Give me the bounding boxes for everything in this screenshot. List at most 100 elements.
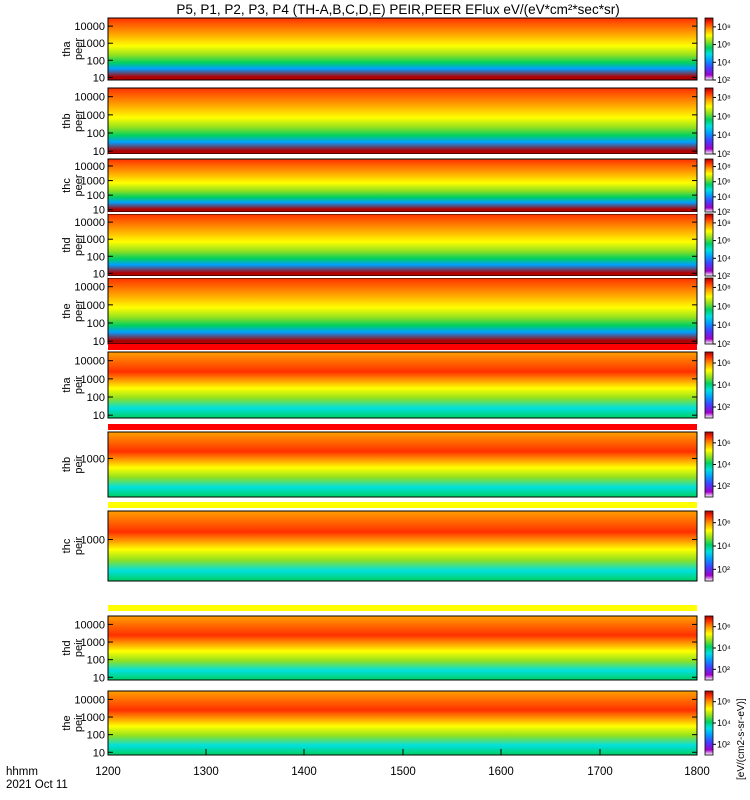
panel-frame bbox=[107, 17, 698, 81]
colorbar-tick-label: 10² bbox=[717, 481, 730, 491]
flag-bar-segment bbox=[108, 154, 697, 157]
flag-bar-segment bbox=[108, 605, 697, 611]
y-tick-label: 1000 bbox=[81, 374, 105, 386]
y-tick-label: 10 bbox=[93, 410, 105, 422]
y-tick-label: 10000 bbox=[74, 217, 105, 229]
panel-tha-peer: tha peer 10 100 1000 10000 10² 10⁴ 10⁶ 10⁸ bbox=[61, 17, 731, 85]
x-tick-label: 1500 bbox=[390, 766, 416, 778]
y-tick-label: 100 bbox=[87, 128, 105, 140]
colorbar-tick-label: 10⁶ bbox=[717, 40, 731, 50]
panel-tha-peir: tha peir 10 100 1000 10000 10² 10⁴ 10⁶ bbox=[61, 351, 731, 422]
flag-bar-segment bbox=[108, 502, 697, 508]
colorbar-tick-label: 10² bbox=[717, 739, 730, 749]
y-tick-label: 1000 bbox=[81, 234, 105, 246]
panel-species-label: peir bbox=[73, 713, 85, 732]
y-tick-label: 1000 bbox=[81, 534, 105, 546]
flag-bar-segment bbox=[108, 85, 697, 87]
panel-species-label: peer bbox=[73, 234, 85, 256]
y-tick-label: 10 bbox=[93, 146, 105, 158]
panels: tha peer 10 100 1000 10000 10² 10⁴ 10⁶ 10⁸ thb peer… bbox=[61, 17, 731, 778]
x-tick-label: 1300 bbox=[193, 766, 219, 778]
colorbar-tick-label: 10⁶ bbox=[717, 622, 731, 632]
x-tick-label: 1600 bbox=[488, 766, 514, 778]
colorbar-tick-label: 10⁸ bbox=[717, 282, 731, 292]
x-axis-label: hhmm bbox=[6, 766, 38, 778]
y-tick-label: 10000 bbox=[74, 356, 105, 368]
colorbar-tick-label: 10⁶ bbox=[717, 358, 731, 368]
colorbar-tick-label: 10⁶ bbox=[717, 301, 731, 311]
panel-species-label: peir bbox=[73, 536, 85, 555]
y-tick-label: 10000 bbox=[74, 161, 105, 173]
colorbar-tick-label: 10⁴ bbox=[717, 460, 731, 470]
y-tick-label: 1000 bbox=[81, 712, 105, 724]
y-tick-label: 100 bbox=[87, 318, 105, 330]
panel-probe-label: thc bbox=[61, 178, 73, 193]
colorbar-tick-label: 10⁶ bbox=[717, 438, 731, 448]
x-tick-label: 1200 bbox=[95, 766, 121, 778]
spectrogram-thc-peer bbox=[108, 159, 697, 212]
panel-thc-peer: thc peer 10 100 1000 10000 10² 10⁴ 10⁶ 10⁸ bbox=[61, 158, 731, 217]
y-tick-label: 1000 bbox=[81, 176, 105, 188]
y-tick-label: 10000 bbox=[74, 694, 105, 706]
y-tick-label: 10 bbox=[93, 747, 105, 759]
colorbar-thc-peir bbox=[704, 510, 714, 582]
spectrogram-thd-peir bbox=[108, 616, 697, 680]
panel-frame bbox=[107, 431, 698, 498]
panel-thd-peir: thd peir 10 100 1000 10000 10² 10⁴ 10⁶ bbox=[61, 615, 731, 684]
colorbar-thd-peer bbox=[704, 213, 714, 277]
y-tick-label: 100 bbox=[87, 55, 105, 67]
panel-probe-label: thb bbox=[61, 457, 73, 472]
y-tick-label: 1000 bbox=[81, 38, 105, 50]
panel-the-peer: the peer 10 100 1000 10000 10² 10⁴ 10⁶ 10⁸ bbox=[61, 277, 731, 349]
date-label: 2021 Oct 11 bbox=[6, 779, 68, 791]
flag-bar-segment bbox=[108, 212, 697, 214]
colorbar-tick-label: 10⁶ bbox=[717, 697, 731, 707]
panel-species-label: peer bbox=[73, 110, 85, 132]
y-tick-label: 10000 bbox=[74, 619, 105, 631]
colorbar-tick-label: 10² bbox=[717, 664, 730, 674]
colorbar-tick-label: 10² bbox=[717, 149, 730, 159]
y-tick-label: 100 bbox=[87, 730, 105, 742]
spectrogram-the-peir bbox=[108, 691, 697, 755]
colorbar-thc-peer bbox=[704, 158, 714, 213]
spectrogram-thc-peir bbox=[108, 511, 697, 581]
x-tick-label: 1400 bbox=[291, 766, 317, 778]
spectrogram-tha-peer bbox=[108, 18, 697, 80]
colorbar-the-peir bbox=[704, 690, 714, 756]
panel-the-peir: the peir 10 100 1000 10000 10² 10⁴ 10⁶ bbox=[61, 690, 731, 759]
colorbar-tick-label: 10⁴ bbox=[717, 541, 731, 551]
panel-species-label: peir bbox=[73, 375, 85, 394]
colorbar-tick-label: 10² bbox=[717, 271, 730, 281]
colorbar-tick-label: 10⁶ bbox=[717, 236, 731, 246]
flag-bar-segment bbox=[108, 82, 697, 86]
panel-species-label: peir bbox=[73, 455, 85, 474]
panel-species-label: peir bbox=[73, 638, 85, 657]
spectrogram-tha-peir bbox=[108, 352, 697, 418]
colorbar-tick-label: 10² bbox=[717, 564, 730, 574]
spectrogram-thb-peir bbox=[108, 432, 697, 497]
y-tick-label: 10 bbox=[93, 336, 105, 348]
y-tick-label: 1000 bbox=[81, 453, 105, 465]
colorbar-tick-label: 10² bbox=[717, 402, 730, 412]
panel-species-label: peer bbox=[73, 38, 85, 60]
panel-probe-label: tha bbox=[61, 376, 73, 392]
colorbar-the-peer bbox=[704, 277, 714, 345]
colorbar-tick-label: 10⁶ bbox=[717, 177, 731, 187]
colorbar-tick-label: 10⁴ bbox=[717, 57, 731, 67]
panel-probe-label: thc bbox=[61, 538, 73, 553]
colorbar-tick-label: 10² bbox=[717, 75, 730, 85]
panel-frame bbox=[107, 615, 698, 681]
spectrogram-thd-peer bbox=[108, 214, 697, 276]
panel-probe-label: the bbox=[61, 715, 73, 730]
colorbar-tick-label: 10⁴ bbox=[717, 718, 731, 728]
colorbar-thd-peir bbox=[704, 615, 714, 681]
flag-bar-segment bbox=[108, 276, 697, 278]
figure-title: P5, P1, P2, P3, P4 (TH-A,B,C,D,E) PEIR,P… bbox=[176, 2, 619, 17]
y-tick-label: 10 bbox=[93, 72, 105, 84]
y-tick-label: 10000 bbox=[74, 21, 105, 33]
y-tick-label: 100 bbox=[87, 190, 105, 202]
colorbar-tha-peer bbox=[704, 17, 714, 81]
